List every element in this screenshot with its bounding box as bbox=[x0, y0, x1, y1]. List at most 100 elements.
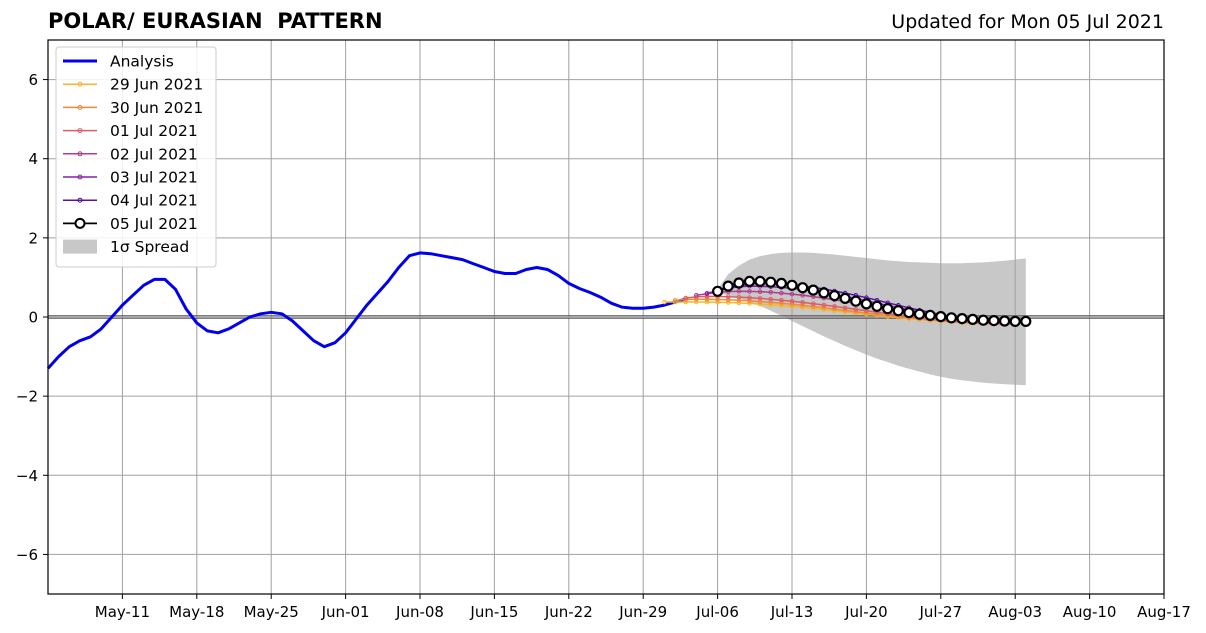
x-tick-label: Jul-27 bbox=[918, 603, 962, 621]
forecast-point bbox=[789, 302, 795, 307]
forecast-point bbox=[768, 290, 774, 295]
x-tick-label: Aug-10 bbox=[1063, 603, 1117, 621]
latest-forecast-point bbox=[988, 315, 1000, 327]
legend: Analysis 29 Jun 2021 30 Jun 2021 01 Jul 202… bbox=[55, 46, 217, 268]
latest-forecast-point bbox=[754, 275, 766, 287]
latest-forecast-point bbox=[998, 315, 1011, 327]
forecast-point bbox=[779, 301, 784, 306]
latest-forecast-point bbox=[977, 314, 989, 326]
latest-forecast-point bbox=[743, 275, 756, 287]
forecast-point bbox=[789, 291, 795, 297]
x-tick-label: Jun-29 bbox=[618, 603, 667, 621]
forecast-point bbox=[672, 298, 678, 303]
legend-label: 02 Jul 2021 bbox=[110, 145, 198, 163]
x-tick-label: Jun-22 bbox=[544, 603, 593, 621]
x-tick-label: Aug-03 bbox=[988, 603, 1042, 621]
latest-forecast-point bbox=[945, 312, 958, 324]
series-layer bbox=[46, 251, 1032, 370]
x-tick-label: Jun-08 bbox=[395, 603, 444, 621]
legend-label: 29 Jun 2021 bbox=[110, 76, 203, 94]
latest-forecast-point bbox=[850, 295, 862, 307]
latest-forecast-point bbox=[807, 284, 819, 296]
latest-forecast-point bbox=[892, 305, 904, 317]
latest-forecast-point bbox=[796, 282, 809, 294]
legend-swatch-marker bbox=[77, 104, 83, 110]
latest-forecast-point bbox=[818, 287, 830, 299]
x-tick-label: Jul-20 bbox=[844, 603, 888, 621]
x-tick-label: May-25 bbox=[244, 603, 299, 621]
x-tick-label: May-18 bbox=[169, 603, 224, 621]
chart-title: POLAR/ EURASIAN PATTERN bbox=[48, 9, 383, 33]
forecast-point bbox=[736, 300, 742, 306]
updated-date: Updated for Mon 05 Jul 2021 bbox=[891, 11, 1164, 33]
legend-swatch-marker bbox=[74, 217, 86, 229]
forecast-point bbox=[736, 294, 742, 300]
y-tick-label: 0 bbox=[28, 309, 38, 327]
latest-forecast-point bbox=[711, 285, 724, 297]
latest-forecast-point bbox=[956, 313, 968, 325]
forecast-point bbox=[715, 299, 720, 305]
y-tick-label: −6 bbox=[16, 546, 38, 564]
forecast-point bbox=[747, 295, 752, 301]
x-tick-label: May-11 bbox=[95, 603, 150, 621]
forecast-point bbox=[800, 300, 805, 305]
forecast-point bbox=[800, 303, 805, 308]
latest-forecast-point bbox=[839, 292, 851, 304]
legend-swatch-marker bbox=[77, 128, 83, 134]
forecast-point bbox=[842, 305, 848, 311]
x-tick-label: Aug-17 bbox=[1137, 603, 1191, 621]
forecast-point bbox=[779, 290, 784, 296]
legend-label: Analysis bbox=[110, 53, 174, 71]
forecast-point bbox=[821, 305, 827, 311]
forecast-point bbox=[662, 299, 667, 305]
forecast-point bbox=[725, 294, 731, 300]
forecast-point bbox=[832, 304, 837, 309]
x-tick-label: Jun-15 bbox=[469, 603, 518, 621]
latest-forecast-point bbox=[786, 279, 798, 291]
legend-label: 30 Jun 2021 bbox=[110, 99, 203, 117]
forecast-point bbox=[789, 298, 795, 304]
latest-forecast-point bbox=[765, 276, 777, 288]
forecast-point bbox=[704, 297, 710, 302]
forecast-point bbox=[704, 291, 710, 296]
x-tick-label: Jul-13 bbox=[770, 603, 814, 621]
forecast-point bbox=[757, 296, 763, 301]
legend-swatch-marker bbox=[77, 151, 83, 157]
y-tick-label: −4 bbox=[16, 467, 38, 485]
y-tick-label: 6 bbox=[28, 71, 38, 89]
forecast-point bbox=[832, 306, 837, 312]
legend-swatch-spread bbox=[63, 239, 97, 254]
forecast-point bbox=[694, 299, 699, 305]
forecast-point bbox=[811, 304, 816, 309]
forecast-point bbox=[747, 289, 752, 294]
forecast-point bbox=[725, 297, 731, 303]
legend-label: 05 Jul 2021 bbox=[110, 215, 198, 233]
legend-swatch-marker bbox=[77, 174, 83, 180]
axes-layer: 6 4 2 0 −2 −4 −6 May-11 May-18 May-25 Jun-01 Jun-08… bbox=[16, 39, 1191, 621]
latest-forecast-point bbox=[775, 277, 788, 289]
latest-forecast-point bbox=[882, 303, 894, 315]
y-tick-label: −2 bbox=[16, 388, 38, 406]
forecast-point bbox=[704, 299, 710, 305]
latest-forecast-point bbox=[860, 298, 873, 310]
forecast-point bbox=[821, 302, 827, 308]
legend-label: 04 Jul 2021 bbox=[110, 192, 198, 210]
forecast-point bbox=[694, 292, 699, 298]
legend-label: 01 Jul 2021 bbox=[110, 122, 198, 140]
forecast-point bbox=[779, 297, 784, 303]
latest-forecast-point bbox=[722, 280, 734, 292]
legend-label: 1σ Spread bbox=[110, 238, 189, 256]
forecast-point bbox=[725, 300, 731, 305]
legend-box bbox=[55, 46, 217, 268]
forecast-point bbox=[736, 289, 742, 294]
legend-label: 03 Jul 2021 bbox=[110, 169, 198, 187]
latest-forecast-point bbox=[903, 307, 915, 319]
forecast-point bbox=[811, 301, 816, 307]
forecast-point bbox=[757, 289, 763, 295]
latest-forecast-point bbox=[828, 290, 841, 302]
latest-forecast-point bbox=[913, 308, 926, 320]
latest-forecast-point bbox=[967, 313, 979, 325]
legend-swatch-marker bbox=[77, 197, 83, 203]
latest-forecast-point bbox=[935, 311, 947, 323]
